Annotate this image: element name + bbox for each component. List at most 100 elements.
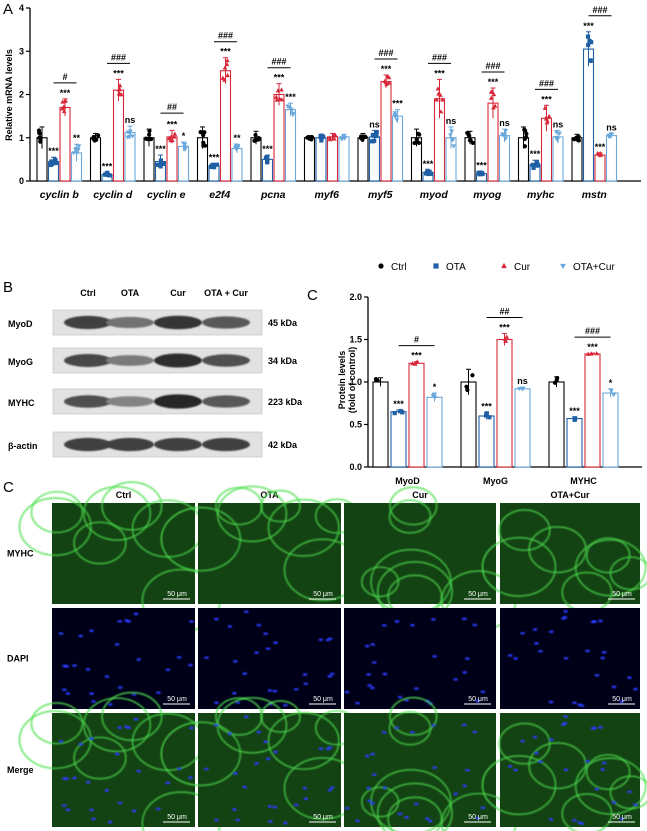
nucleus bbox=[256, 730, 262, 734]
hash-significance-label: ### bbox=[585, 326, 600, 336]
data-point bbox=[172, 131, 178, 136]
nucleus bbox=[533, 642, 539, 645]
nucleus bbox=[424, 817, 430, 820]
nucleus bbox=[633, 803, 638, 807]
data-point bbox=[161, 161, 166, 167]
nucleus bbox=[204, 656, 209, 660]
nucleus bbox=[592, 726, 597, 730]
data-point bbox=[523, 135, 529, 140]
blot-band bbox=[154, 315, 202, 330]
data-point bbox=[611, 392, 617, 397]
data-point bbox=[448, 133, 453, 138]
blot-band bbox=[202, 354, 250, 367]
scale-bar-label: 50 μm bbox=[468, 696, 488, 703]
significance-label: *** bbox=[476, 160, 487, 170]
blot-column-label: Cur bbox=[170, 288, 186, 298]
fiber-border bbox=[389, 696, 438, 736]
data-point bbox=[585, 351, 591, 356]
data-point bbox=[589, 351, 594, 356]
data-point bbox=[235, 145, 241, 150]
scale-bar-label: 50 μm bbox=[167, 814, 187, 821]
nucleus bbox=[464, 768, 470, 772]
blot-band bbox=[106, 355, 154, 366]
fiber-border bbox=[481, 755, 557, 816]
bar bbox=[338, 136, 350, 182]
nucleus bbox=[397, 695, 403, 699]
scale-bar-label: 50 μm bbox=[612, 591, 632, 598]
nucleus bbox=[561, 617, 566, 620]
bar bbox=[357, 137, 369, 182]
blot-band bbox=[202, 316, 250, 329]
nucleus bbox=[548, 738, 554, 742]
bar bbox=[602, 392, 619, 468]
nucleus bbox=[532, 628, 538, 631]
blot-band bbox=[154, 437, 202, 452]
nucleus bbox=[364, 644, 370, 648]
fiber-border bbox=[260, 700, 301, 733]
fiber-border bbox=[498, 509, 551, 552]
data-point bbox=[503, 129, 508, 134]
significance-label: *** bbox=[209, 153, 220, 163]
significance-label: *** bbox=[583, 21, 594, 31]
nucleus bbox=[189, 726, 194, 730]
data-point bbox=[374, 129, 379, 135]
nucleus bbox=[611, 685, 617, 689]
bar bbox=[571, 137, 583, 182]
blot-band bbox=[202, 437, 250, 452]
data-point bbox=[517, 387, 522, 392]
fiber-border bbox=[389, 486, 438, 526]
data-point bbox=[117, 86, 122, 91]
scale-bar-label: 50 μm bbox=[313, 814, 333, 821]
scale-bar-label: 50 μm bbox=[313, 591, 333, 598]
data-point bbox=[609, 389, 614, 394]
scale-bar-label: 50 μm bbox=[167, 591, 187, 598]
bar bbox=[284, 109, 297, 182]
fiber-border bbox=[360, 566, 400, 598]
nucleus bbox=[89, 808, 95, 812]
fiber-border bbox=[585, 754, 631, 791]
nucleus bbox=[480, 806, 486, 810]
nucleus bbox=[265, 757, 271, 761]
significance-label: ns bbox=[517, 376, 528, 386]
protein-y-axis-label: Protein levels bbox=[337, 351, 347, 410]
bar bbox=[219, 70, 232, 182]
microscopy-panel: Ctrl OTA Cur OTA+Cur MYHC DAPI Merge 50 μm 50 μm… bbox=[7, 481, 647, 831]
nucleus bbox=[520, 631, 525, 635]
data-point bbox=[374, 133, 379, 139]
nucleus bbox=[579, 822, 585, 826]
micrograph bbox=[52, 608, 195, 709]
significance-label: *** bbox=[595, 142, 606, 152]
significance-label: *** bbox=[423, 159, 434, 169]
nucleus bbox=[62, 777, 67, 780]
fiber-border bbox=[260, 489, 301, 523]
fiber-fill bbox=[52, 503, 195, 604]
nucleus bbox=[303, 682, 309, 686]
nucleus bbox=[432, 766, 438, 769]
nucleus bbox=[572, 818, 577, 822]
nucleus bbox=[256, 623, 262, 627]
nucleus bbox=[601, 761, 607, 765]
significance-label: ** bbox=[73, 133, 81, 143]
data-point bbox=[285, 104, 290, 109]
nucleus bbox=[254, 651, 259, 655]
data-point bbox=[73, 148, 78, 153]
x-category-label: MYHC bbox=[570, 476, 597, 486]
y-tick-label: 1.5 bbox=[349, 335, 362, 345]
significance-label: ns bbox=[499, 118, 510, 128]
blot-band bbox=[106, 316, 154, 329]
data-point bbox=[451, 144, 456, 149]
data-point bbox=[492, 103, 498, 108]
blot-band bbox=[202, 395, 250, 408]
nucleus bbox=[371, 773, 377, 777]
bar bbox=[496, 338, 513, 468]
fiber-border bbox=[215, 697, 263, 736]
data-point bbox=[520, 386, 526, 391]
data-point bbox=[327, 137, 333, 142]
data-point bbox=[543, 115, 549, 120]
nucleus bbox=[131, 693, 137, 696]
nucleus bbox=[327, 788, 333, 792]
nucleus bbox=[133, 612, 139, 616]
nucleus bbox=[594, 673, 600, 677]
nucleus bbox=[254, 762, 259, 765]
significance-label: ** bbox=[233, 133, 241, 143]
